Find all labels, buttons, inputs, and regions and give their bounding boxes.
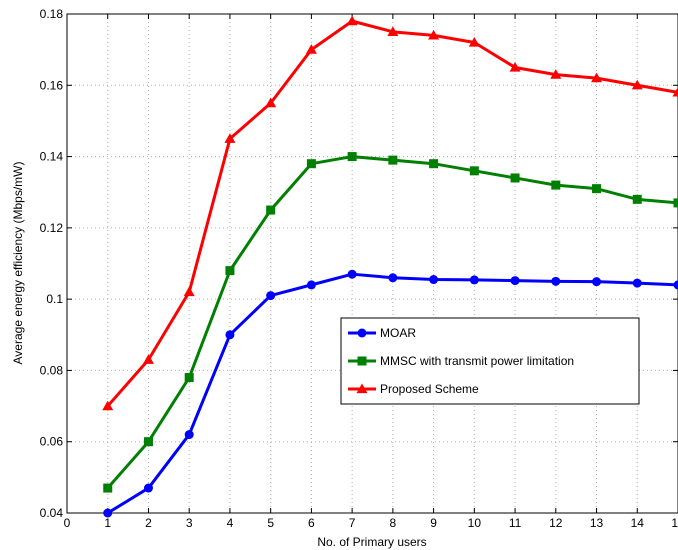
data-point bbox=[469, 166, 479, 176]
x-tick-label: 8 bbox=[390, 516, 397, 530]
legend-item: MOAR bbox=[348, 326, 416, 340]
x-tick-label: 5 bbox=[267, 516, 274, 530]
x-tick-label: 6 bbox=[308, 516, 315, 530]
data-point bbox=[550, 69, 562, 79]
data-point bbox=[388, 273, 398, 283]
plot-background bbox=[67, 14, 678, 513]
x-tick-label: 7 bbox=[349, 516, 356, 530]
data-point bbox=[387, 26, 399, 36]
data-point bbox=[103, 483, 113, 493]
data-point bbox=[306, 159, 316, 169]
x-axis-label: No. of Primary users bbox=[317, 535, 426, 549]
legend-swatch-marker bbox=[356, 383, 368, 394]
y-tick-label: 0.18 bbox=[40, 7, 64, 21]
data-point bbox=[551, 276, 561, 286]
x-tick-label: 15 bbox=[671, 516, 678, 530]
data-point bbox=[510, 173, 520, 183]
data-point bbox=[592, 277, 602, 287]
legend-label: MOAR bbox=[380, 326, 416, 340]
data-point bbox=[346, 15, 358, 26]
plot-frame bbox=[66, 13, 678, 514]
y-tick-label: 0.16 bbox=[40, 78, 64, 92]
series-circle bbox=[103, 269, 678, 518]
legend-swatch-marker bbox=[357, 356, 367, 366]
series-square bbox=[103, 152, 678, 493]
x-tick-label: 1 bbox=[104, 516, 111, 530]
ticks: 01234567891011121314150.040.060.080.10.1… bbox=[40, 7, 678, 530]
legend-box bbox=[340, 317, 640, 405]
data-point bbox=[428, 29, 440, 40]
data-point bbox=[143, 437, 153, 447]
data-point bbox=[469, 275, 479, 285]
x-tick-label: 2 bbox=[145, 516, 152, 530]
data-point bbox=[347, 269, 357, 279]
data-point bbox=[388, 155, 398, 165]
x-tick-label: 0 bbox=[64, 516, 71, 530]
data-point bbox=[347, 152, 357, 162]
data-point bbox=[265, 97, 277, 108]
data-point bbox=[266, 291, 276, 301]
data-point bbox=[225, 330, 235, 340]
x-tick-label: 9 bbox=[430, 516, 437, 530]
y-axis-label: Average energy efficiency (Mbps/mW) bbox=[11, 162, 25, 365]
y-tick-label: 0.1 bbox=[46, 292, 63, 306]
data-point bbox=[103, 508, 113, 518]
data-point bbox=[306, 280, 316, 290]
legend-label: MMSC with transmit power limitation bbox=[380, 354, 574, 368]
data-point bbox=[632, 278, 642, 288]
y-tick-label: 0.12 bbox=[40, 221, 64, 235]
x-tick-label: 14 bbox=[631, 516, 645, 530]
x-tick-label: 10 bbox=[468, 516, 482, 530]
data-point bbox=[592, 184, 602, 194]
data-point bbox=[510, 276, 520, 286]
y-tick-label: 0.14 bbox=[40, 150, 64, 164]
data-point bbox=[429, 159, 439, 169]
data-point bbox=[184, 430, 194, 440]
x-tick-label: 4 bbox=[227, 516, 234, 530]
data-point bbox=[632, 194, 642, 204]
data-point bbox=[429, 275, 439, 285]
data-point bbox=[102, 400, 114, 411]
data-point bbox=[183, 286, 195, 297]
data-point bbox=[551, 180, 561, 190]
data-point bbox=[591, 72, 603, 83]
data-point bbox=[224, 133, 236, 143]
x-tick-label: 11 bbox=[509, 516, 522, 530]
legend-label: Proposed Scheme bbox=[380, 382, 479, 396]
legend: MOAR MMSC with transmit power limitation P… bbox=[340, 317, 640, 405]
data-point bbox=[305, 44, 317, 54]
legend-swatch-marker bbox=[357, 328, 367, 338]
data-point bbox=[142, 354, 154, 364]
data-point bbox=[184, 373, 194, 383]
x-tick-label: 3 bbox=[186, 516, 193, 530]
x-tick-label: 13 bbox=[590, 516, 604, 530]
y-tick-label: 0.04 bbox=[40, 506, 64, 520]
data-point bbox=[509, 61, 521, 72]
data-point bbox=[631, 79, 643, 90]
data-point bbox=[673, 280, 678, 290]
data-point bbox=[468, 37, 480, 47]
data-point bbox=[673, 198, 678, 208]
data-point bbox=[143, 483, 153, 493]
series-triangle bbox=[102, 15, 678, 411]
legend-item: Proposed Scheme bbox=[348, 382, 479, 396]
x-tick-label: 12 bbox=[549, 516, 563, 530]
data-point bbox=[225, 266, 235, 276]
y-tick-label: 0.06 bbox=[40, 435, 64, 449]
legend-item: MMSC with transmit power limitation bbox=[348, 354, 574, 368]
data-point bbox=[672, 86, 678, 97]
y-tick-label: 0.08 bbox=[40, 363, 64, 377]
data-point bbox=[266, 205, 276, 215]
series-layer bbox=[102, 15, 678, 518]
